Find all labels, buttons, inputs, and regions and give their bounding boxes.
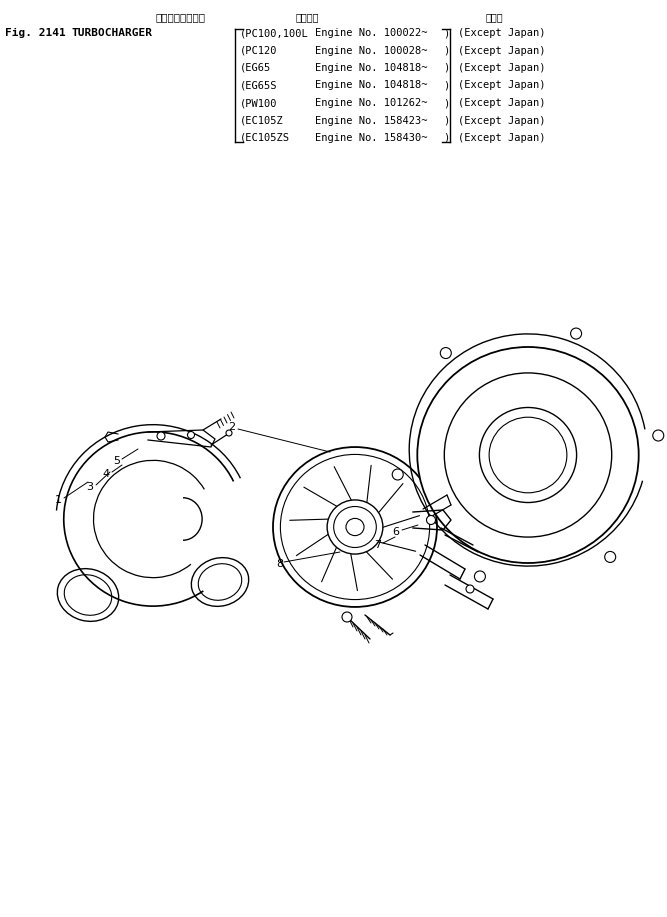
Text: ): ) [443, 46, 450, 56]
Text: Engine No. 158423~: Engine No. 158423~ [315, 116, 428, 126]
Text: 9: 9 [516, 494, 524, 504]
Text: (Except Japan): (Except Japan) [458, 98, 546, 108]
Text: (Except Japan): (Except Japan) [458, 133, 546, 143]
Text: 4: 4 [103, 469, 109, 479]
Text: 5: 5 [113, 456, 121, 466]
Ellipse shape [418, 347, 639, 563]
Text: (PC100,100L: (PC100,100L [240, 28, 309, 38]
Circle shape [342, 612, 352, 622]
Text: 1: 1 [55, 495, 61, 505]
Text: (PC120: (PC120 [240, 46, 277, 56]
Circle shape [187, 432, 195, 438]
Ellipse shape [191, 558, 249, 606]
Text: 海外向: 海外向 [486, 12, 504, 22]
Text: 3: 3 [87, 482, 93, 492]
Text: ): ) [443, 81, 450, 91]
Text: 6: 6 [392, 527, 400, 537]
Text: 8: 8 [276, 559, 283, 569]
Circle shape [392, 469, 404, 480]
Text: Engine No. 101262~: Engine No. 101262~ [315, 98, 428, 108]
Ellipse shape [480, 407, 576, 503]
Text: ): ) [443, 98, 450, 108]
Text: (EG65: (EG65 [240, 63, 271, 73]
Circle shape [653, 430, 664, 441]
Text: TURBOCHARGER: TURBOCHARGER [72, 28, 153, 38]
Circle shape [605, 551, 616, 562]
Ellipse shape [57, 569, 119, 622]
Circle shape [157, 432, 165, 440]
Text: (EG65S: (EG65S [240, 81, 277, 91]
Text: (EC105ZS: (EC105ZS [240, 133, 290, 143]
Circle shape [570, 328, 582, 339]
Text: (Except Japan): (Except Japan) [458, 46, 546, 56]
Text: (Except Japan): (Except Japan) [458, 116, 546, 126]
Text: (PW100: (PW100 [240, 98, 277, 108]
Text: ): ) [443, 133, 450, 143]
Circle shape [226, 430, 232, 436]
Text: Engine No. 100022~: Engine No. 100022~ [315, 28, 428, 38]
Text: Fig. 2141: Fig. 2141 [5, 28, 66, 38]
Text: Engine No. 104818~: Engine No. 104818~ [315, 81, 428, 91]
Text: 2: 2 [228, 422, 235, 432]
Ellipse shape [273, 447, 437, 607]
Circle shape [440, 348, 452, 359]
Text: 適用号機: 適用号機 [296, 12, 319, 22]
Text: (Except Japan): (Except Japan) [458, 63, 546, 73]
Text: (Except Japan): (Except Japan) [458, 28, 546, 38]
Text: Engine No. 104818~: Engine No. 104818~ [315, 63, 428, 73]
Circle shape [474, 571, 486, 582]
Text: (EC105Z: (EC105Z [240, 116, 283, 126]
Text: 7: 7 [374, 540, 382, 550]
Ellipse shape [327, 500, 383, 554]
Text: ターボチャージャ: ターボチャージャ [155, 12, 205, 22]
Text: ): ) [443, 28, 450, 38]
Circle shape [466, 585, 474, 593]
Ellipse shape [346, 518, 364, 536]
Text: ): ) [443, 63, 450, 73]
Text: ): ) [443, 116, 450, 126]
Text: Engine No. 100028~: Engine No. 100028~ [315, 46, 428, 56]
Text: (Except Japan): (Except Japan) [458, 81, 546, 91]
Text: Engine No. 158430~: Engine No. 158430~ [315, 133, 428, 143]
Circle shape [426, 515, 436, 525]
